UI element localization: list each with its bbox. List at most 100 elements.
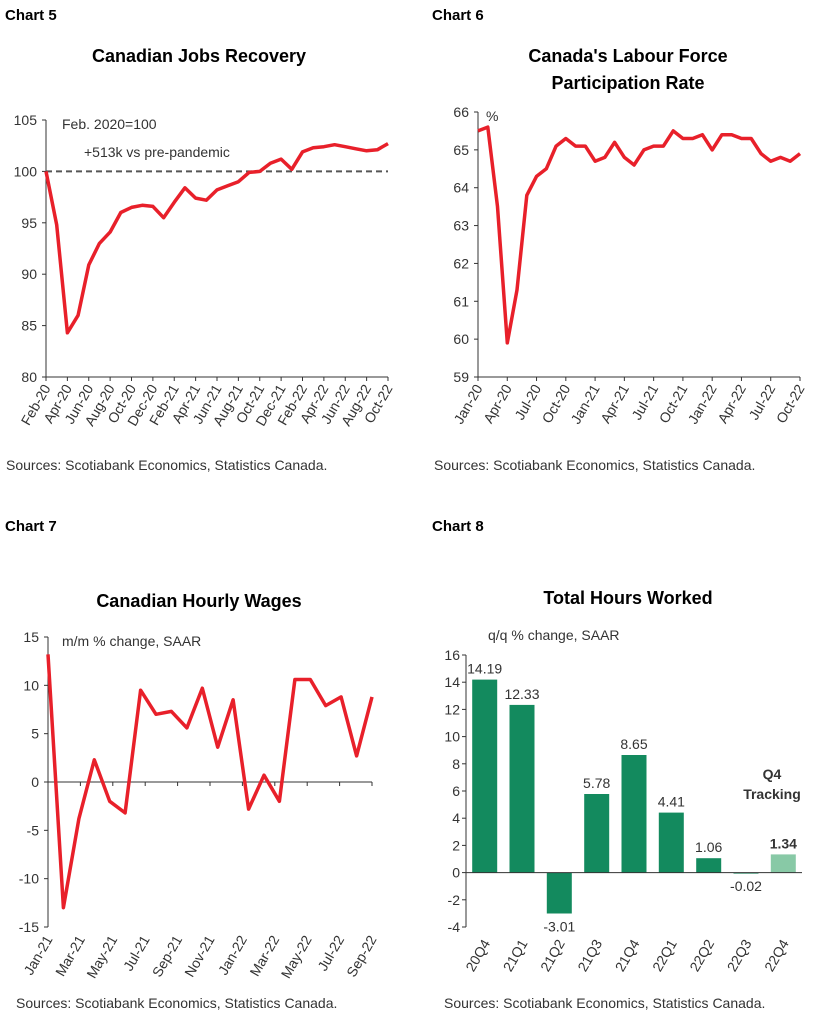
series-line <box>44 142 389 335</box>
x-tick-label: 20Q4 <box>462 936 493 974</box>
chart-label: Chart 5 <box>5 7 57 24</box>
bar <box>621 755 647 873</box>
chart-title-line-2: Participation Rate <box>551 73 704 93</box>
y-tick-label: 2 <box>452 837 460 853</box>
data-label: 12.33 <box>504 686 539 702</box>
annotation: q/q % change, SAAR <box>488 627 620 643</box>
x-tick-label: Jan-21 <box>567 381 602 426</box>
x-tick-label: 21Q1 <box>500 936 531 974</box>
x-tick-label: 21Q2 <box>537 936 568 974</box>
chart-title: Total Hours Worked <box>543 588 712 608</box>
x-tick-label: Jan-21 <box>20 932 55 977</box>
y-tick-label: 5 <box>31 726 39 742</box>
data-label: -0.02 <box>730 878 762 894</box>
chart-8-panel: Chart 8 Total Hours Worked q/q % change, … <box>414 511 828 1023</box>
y-tick-label: 105 <box>14 112 38 128</box>
bar <box>472 679 498 873</box>
data-label: 8.65 <box>620 736 647 752</box>
y-tick-label: 62 <box>453 255 469 271</box>
x-tick-label: Jan-22 <box>685 381 720 426</box>
x-tick-label: Jul-22 <box>314 932 347 973</box>
x-tick-label: 22Q2 <box>686 936 717 974</box>
chart-5-panel: Chart 5 Canadian Jobs Recovery 80 85 90 95 10… <box>0 0 414 511</box>
x-tick-label: 22Q1 <box>649 936 680 974</box>
y-tick-label: 10 <box>23 677 39 693</box>
y-tick-label: 65 <box>453 142 469 158</box>
x-tick-label: Sep-22 <box>343 932 380 979</box>
source-note: Sources: Scotiabank Economics, Statistic… <box>16 995 337 1011</box>
y-tick-label: 90 <box>21 266 37 282</box>
x-tick-label: Jul-21 <box>120 932 153 973</box>
x-tick-label: May-22 <box>278 932 315 981</box>
y-tick-label: -15 <box>19 919 39 935</box>
x-tick-label: May-21 <box>83 932 120 981</box>
data-label: 5.78 <box>583 775 610 791</box>
x-tick-label: Apr-20 <box>480 381 515 426</box>
chart-title: Canada's Labour Force <box>528 46 727 66</box>
x-tick-label: Jan-22 <box>215 932 250 977</box>
y-tick-label: -4 <box>448 919 461 935</box>
bar <box>770 854 796 873</box>
y-tick-label: 15 <box>23 629 39 645</box>
data-label: -3.01 <box>543 919 575 935</box>
x-tick-label: Nov-21 <box>181 932 218 979</box>
chart-7-panel: Chart 7 Canadian Hourly Wages -15 -10 -5 0 5 1… <box>0 511 414 1023</box>
y-tick-label: 10 <box>444 729 460 745</box>
data-label: 14.19 <box>467 661 502 677</box>
y-tick-label: 12 <box>444 701 460 717</box>
bar <box>696 858 722 873</box>
y-tick-label: 64 <box>453 180 469 196</box>
y-tick-label: 66 <box>453 104 469 120</box>
y-tick-label: 0 <box>452 865 460 881</box>
y-tick-label: 6 <box>452 783 460 799</box>
y-tick-label: -5 <box>27 822 40 838</box>
source-note: Sources: Scotiabank Economics, Statistic… <box>444 995 765 1011</box>
bar <box>658 812 684 873</box>
chart-label: Chart 8 <box>432 518 484 535</box>
y-tick-label: 4 <box>452 810 460 826</box>
x-tick-label: 21Q4 <box>612 936 643 974</box>
annotation: % <box>486 108 498 124</box>
chart-5-svg: Canadian Jobs Recovery80859095100105Feb-… <box>6 46 396 473</box>
y-tick-label: 0 <box>31 774 39 790</box>
y-tick-label: -10 <box>19 871 39 887</box>
y-tick-label: 59 <box>453 369 469 385</box>
chart-label: Chart 7 <box>5 518 57 535</box>
source-note: Sources: Scotiabank Economics, Statistic… <box>6 457 327 473</box>
y-tick-label: 100 <box>14 163 38 179</box>
y-tick-label: 61 <box>453 293 469 309</box>
annotation: +513k vs pre-pandemic <box>84 144 230 160</box>
series-line <box>477 125 802 345</box>
bar <box>584 794 610 873</box>
chart-6-svg: Canada's Labour Force Participation Rate 5… <box>434 46 808 473</box>
chart-label: Chart 6 <box>432 7 484 24</box>
series-line <box>46 654 374 910</box>
x-tick-label: 22Q4 <box>761 936 792 974</box>
y-tick-label: 95 <box>21 215 37 231</box>
x-tick-label: Jan-20 <box>450 381 485 426</box>
y-tick-label: 63 <box>453 218 469 234</box>
y-tick-label: 85 <box>21 318 37 334</box>
chart-6-panel: Chart 6 Canada's Labour Force Participati… <box>414 0 828 511</box>
data-label: 4.41 <box>658 794 685 810</box>
y-tick-label: 8 <box>452 756 460 772</box>
annotation: Feb. 2020=100 <box>62 116 157 132</box>
x-tick-label: Apr-21 <box>597 381 632 426</box>
data-label: 1.06 <box>695 839 722 855</box>
bar <box>546 872 572 914</box>
chart-8-svg: Total Hours Worked q/q % change, SAAR -4 -2… <box>444 588 802 1011</box>
bar <box>509 704 535 873</box>
x-tick-label: Sep-21 <box>149 932 186 979</box>
x-tick-label: 22Q3 <box>724 936 755 974</box>
x-tick-label: Oct-22 <box>773 381 808 426</box>
chart-title: Canadian Jobs Recovery <box>92 46 306 66</box>
y-tick-label: 16 <box>444 647 460 663</box>
data-label: 1.34 <box>770 835 797 851</box>
x-tick-label: 21Q3 <box>574 936 605 974</box>
y-tick-label: 80 <box>21 369 37 385</box>
chart-7-svg: Canadian Hourly Wages -15 -10 -5 0 5 10 15 Jan-2… <box>16 591 380 1011</box>
source-note: Sources: Scotiabank Economics, Statistic… <box>434 457 755 473</box>
y-tick-label: 14 <box>444 674 460 690</box>
tracking-label: Q4 <box>763 766 782 782</box>
tracking-label: Tracking <box>743 786 801 802</box>
